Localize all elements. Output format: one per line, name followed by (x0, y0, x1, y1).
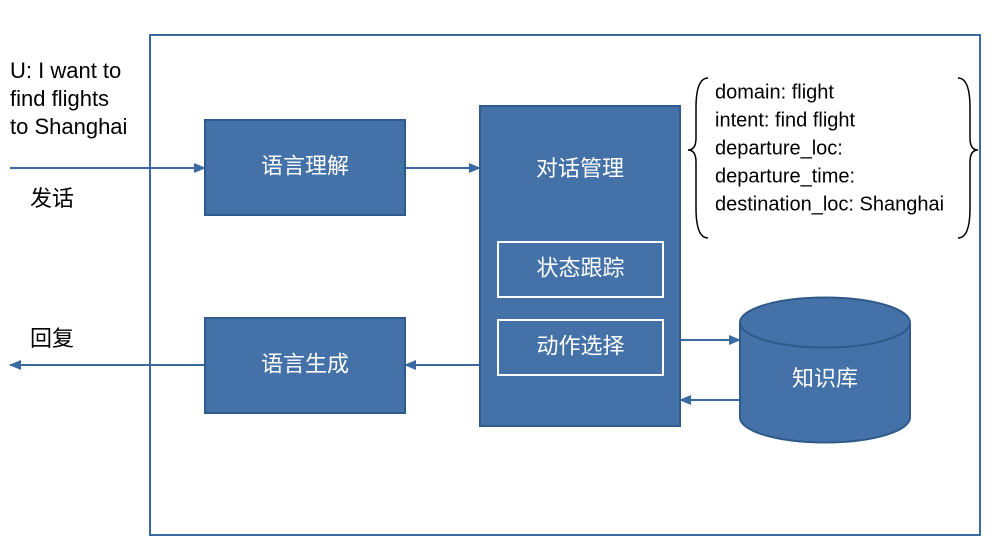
dm-label: 对话管理 (536, 156, 624, 181)
annotation-line-0: domain: flight (715, 82, 834, 104)
annotation-line-1: intent: find flight (715, 110, 856, 132)
utterance-line-0: U: I want to (10, 58, 121, 83)
annotation-line-2: departure_loc: (715, 138, 843, 160)
diagram-canvas: 语言理解语言生成 对话管理状态跟踪动作选择知识库 U: I want to find … (0, 0, 1000, 557)
dm-state-label: 状态跟踪 (536, 255, 624, 280)
kb-cylinder-top (740, 298, 910, 348)
utterance-line-2: to Shanghai (10, 114, 127, 139)
utterance-line-1: find flights (10, 86, 109, 111)
annotation-right-paren (958, 78, 978, 238)
annotation-left-paren (688, 78, 708, 238)
send-label: 发话 (30, 186, 74, 211)
annotation-line-3: departure_time: (715, 166, 855, 188)
nlg-label: 语言生成 (261, 351, 349, 376)
dm-action-label: 动作选择 (536, 333, 624, 358)
kb-label: 知识库 (792, 366, 858, 391)
annotation-line-4: destination_loc: Shanghai (715, 194, 944, 216)
reply-label: 回复 (30, 326, 74, 351)
nlu-label: 语言理解 (261, 153, 349, 178)
